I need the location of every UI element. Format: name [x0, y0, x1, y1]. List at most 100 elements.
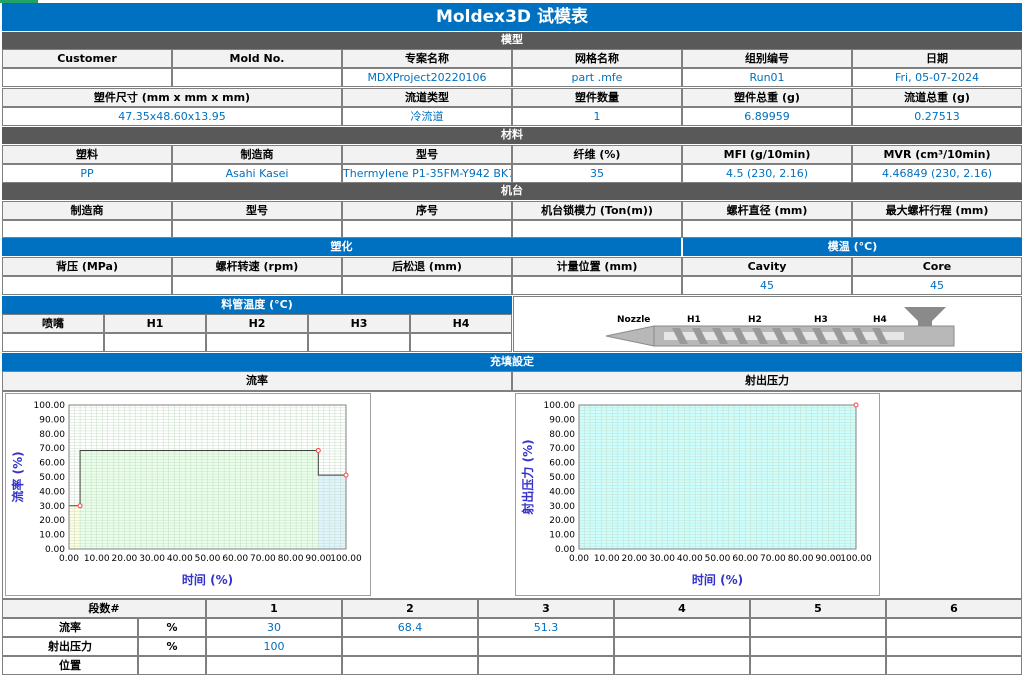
steps-number-1: 2 [342, 599, 478, 618]
x-tick-9: 90.00 [815, 554, 841, 564]
model-header2-3: 塑件总重 (g) [682, 88, 852, 107]
section-model: 模型 [2, 32, 1022, 49]
steps-cell-1-5[interactable] [886, 637, 1022, 656]
barrel-value-0[interactable] [2, 333, 104, 352]
model-value2-1[interactable]: 冷流道 [342, 107, 512, 126]
barrel-header-3: H3 [308, 314, 410, 333]
x-tick-7: 70.00 [250, 554, 276, 564]
mold-temp-value-0[interactable]: 45 [682, 276, 852, 295]
model-header2-2: 塑件数量 [512, 88, 682, 107]
x-tick-8: 80.00 [788, 554, 814, 564]
barrel-header-2: H2 [206, 314, 308, 333]
mold-temp-header-1: Core [852, 257, 1022, 276]
model-value-3[interactable]: part .mfe [512, 68, 682, 87]
steps-row-unit-0: % [138, 618, 206, 637]
barrel-value-2[interactable] [206, 333, 308, 352]
page-title: Moldex3D 试模表 [2, 3, 1022, 31]
plasticizing-value-0[interactable] [2, 276, 172, 295]
x-tick-4: 40.00 [167, 554, 193, 564]
steps-number-3: 4 [614, 599, 750, 618]
segment-1 [80, 450, 319, 549]
steps-row-unit-1: % [138, 637, 206, 656]
model-header2-0: 塑件尺寸 (mm x mm x mm) [2, 88, 342, 107]
steps-cell-0-4[interactable] [750, 618, 886, 637]
x-axis-label: 时间 (%) [692, 572, 743, 587]
machine-value-1[interactable] [172, 220, 342, 238]
y-tick-4: 40.00 [39, 487, 65, 497]
y-tick-7: 70.00 [549, 444, 575, 454]
model-value-4[interactable]: Run01 [682, 68, 852, 87]
steps-cell-0-5[interactable] [886, 618, 1022, 637]
section-plasticizing: 塑化 [2, 238, 681, 256]
model-value-2[interactable]: MDXProject20220106 [342, 68, 512, 87]
marker-0 [77, 503, 83, 509]
y-tick-1: 10.00 [39, 531, 65, 541]
x-tick-10: 100.00 [840, 554, 872, 564]
steps-cell-1-4[interactable] [750, 637, 886, 656]
plasticizing-value-3[interactable] [512, 276, 682, 295]
plasticizing-header-3: 计量位置 (mm) [512, 257, 682, 276]
material-value-5[interactable]: 4.46849 (230, 2.16) [852, 164, 1022, 183]
flow-rate-chart: 0.00 10.00 20.00 30.00 40.00 50.00 60.00 70.00 8… [5, 393, 371, 596]
model-value-0[interactable] [2, 68, 172, 87]
material-value-0[interactable]: PP [2, 164, 172, 183]
y-tick-0: 0.00 [45, 545, 65, 555]
panel-header-flow-rate: 流率 [2, 371, 512, 391]
plot-border [578, 404, 857, 550]
mold-temp-header-0: Cavity [682, 257, 852, 276]
model-value2-3[interactable]: 6.89959 [682, 107, 852, 126]
x-tick-4: 40.00 [677, 554, 703, 564]
y-tick-5: 50.00 [39, 473, 65, 483]
steps-cell-1-1[interactable] [342, 637, 478, 656]
steps-number-2: 3 [478, 599, 614, 618]
barrel-header-4: H4 [410, 314, 512, 333]
material-header-4: MFI (g/10min) [682, 145, 852, 164]
model-value2-2[interactable]: 1 [512, 107, 682, 126]
material-value-3[interactable]: 35 [512, 164, 682, 183]
y-tick-10: 100.00 [544, 401, 576, 411]
machine-value-0[interactable] [2, 220, 172, 238]
barrel-value-3[interactable] [308, 333, 410, 352]
x-tick-0: 0.00 [59, 554, 79, 564]
machine-value-5[interactable] [852, 220, 1022, 238]
x-tick-2: 20.00 [112, 554, 138, 564]
model-header2-4: 流道总重 (g) [852, 88, 1022, 107]
model-value-1[interactable] [172, 68, 342, 87]
model-value-5[interactable]: Fri, 05-07-2024 [852, 68, 1022, 87]
machine-value-2[interactable] [342, 220, 512, 238]
steps-cell-0-1[interactable]: 68.4 [342, 618, 478, 637]
barrel-value-4[interactable] [410, 333, 512, 352]
mold-temp-value-1[interactable]: 45 [852, 276, 1022, 295]
series-outline [68, 450, 347, 549]
plasticizing-value-1[interactable] [172, 276, 342, 295]
material-value-4[interactable]: 4.5 (230, 2.16) [682, 164, 852, 183]
hopper-icon [904, 307, 946, 321]
material-value-1[interactable]: Asahi Kasei [172, 164, 342, 183]
steps-cell-0-3[interactable] [614, 618, 750, 637]
steps-cell-0-2[interactable]: 51.3 [478, 618, 614, 637]
steps-cell-1-3[interactable] [614, 637, 750, 656]
machine-value-4[interactable] [682, 220, 852, 238]
model-value2-4[interactable]: 0.27513 [852, 107, 1022, 126]
x-tick-8: 80.00 [278, 554, 304, 564]
material-value-2[interactable]: Thermylene P1-35FM-Y942 BK711 [342, 164, 512, 183]
machine-header-1: 型号 [172, 201, 342, 220]
steps-row-label-1: 射出压力 [2, 637, 138, 656]
x-tick-9: 90.00 [305, 554, 331, 564]
injection-pressure-chart: 0.00 10.00 20.00 30.00 40.00 50.00 60.00 70.00 8… [515, 393, 880, 596]
plasticizing-value-2[interactable] [342, 276, 512, 295]
model-value2-0[interactable]: 47.35x48.60x13.95 [2, 107, 342, 126]
steps-cell-1-2[interactable] [478, 637, 614, 656]
x-tick-3: 30.00 [139, 554, 165, 564]
barrel-value-1[interactable] [104, 333, 206, 352]
machine-value-3[interactable] [512, 220, 682, 238]
section-filling: 充填設定 [2, 353, 1022, 371]
screw-flights-icon [672, 328, 888, 344]
y-axis-label: 流率 (%) [10, 451, 25, 502]
machine-header-2: 序号 [342, 201, 512, 220]
x-tick-0: 0.00 [569, 554, 589, 564]
steps-cell-0-0[interactable]: 30 [206, 618, 342, 637]
y-tick-2: 20.00 [549, 516, 575, 526]
steps-cell-1-0[interactable]: 100 [206, 637, 342, 656]
section-mold-temp: 模温 (°C) [683, 238, 1022, 256]
